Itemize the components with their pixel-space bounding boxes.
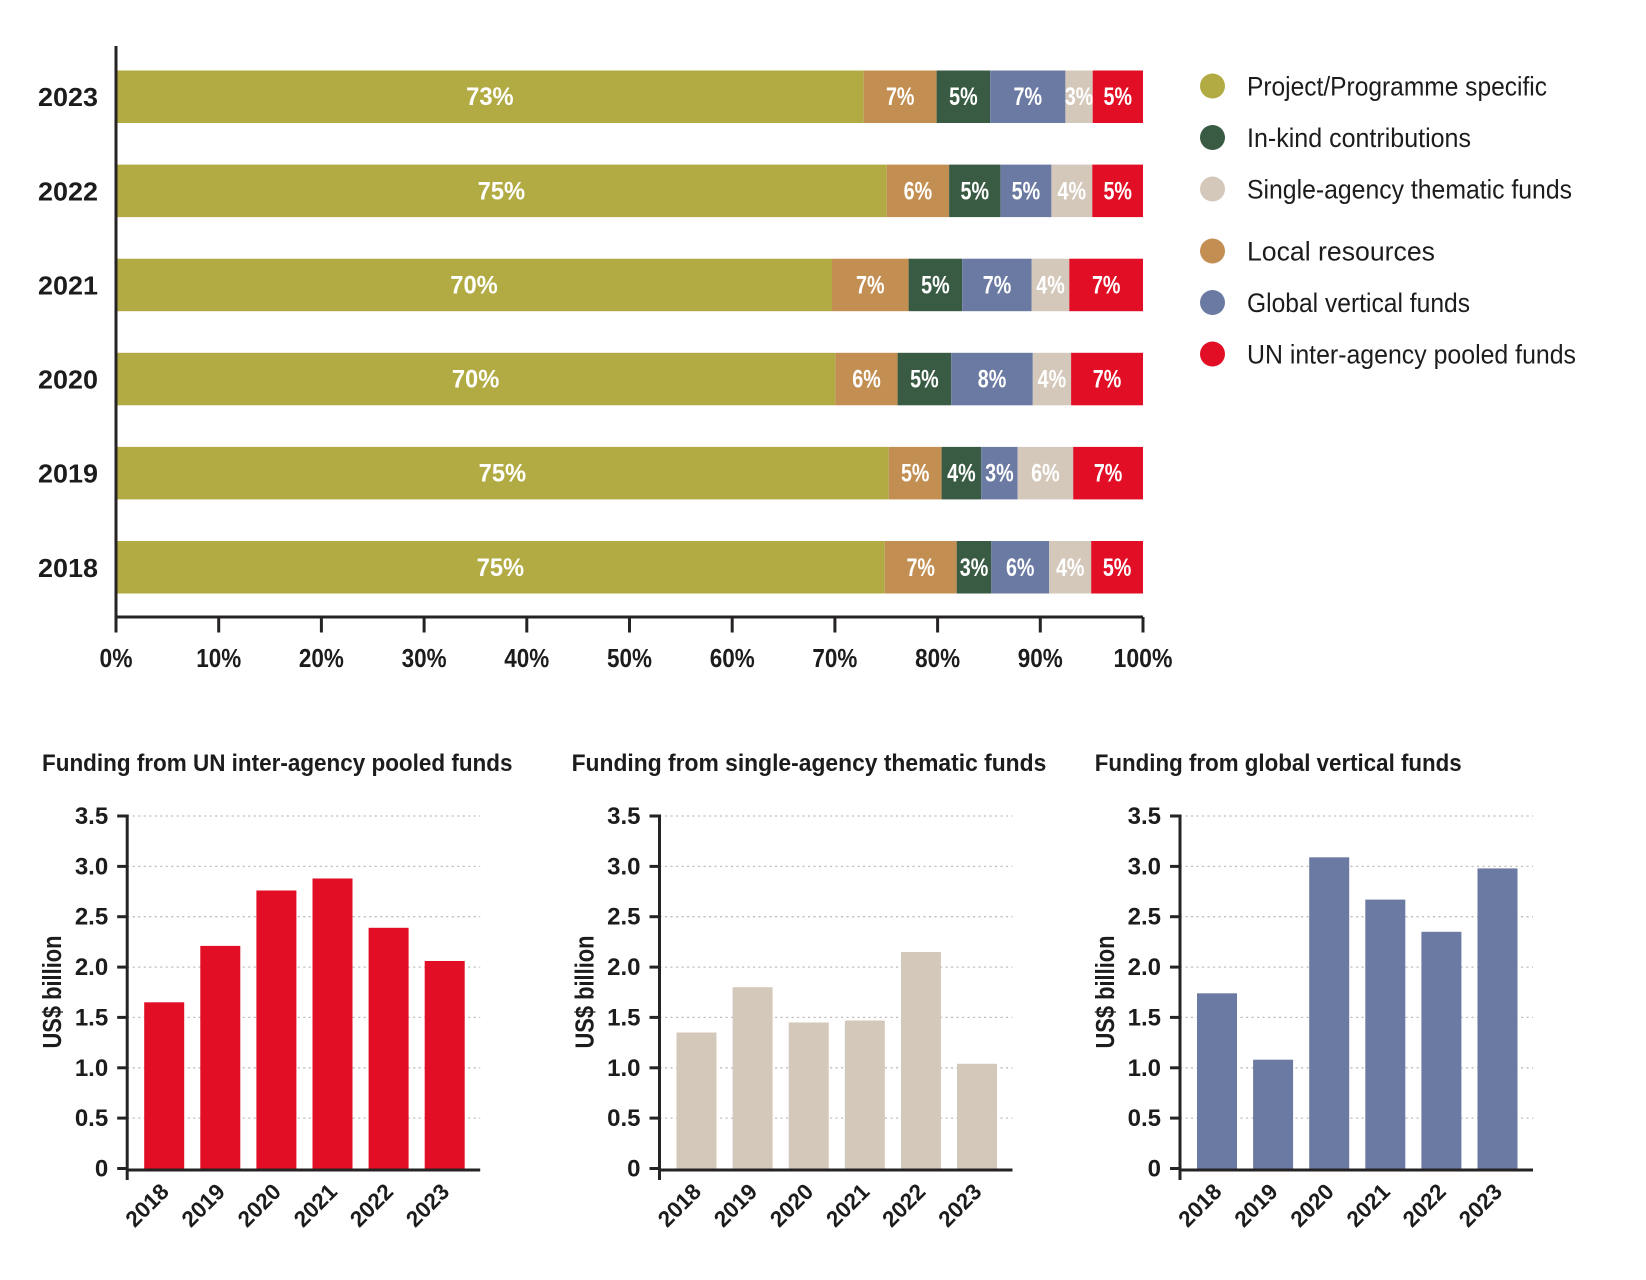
svg-text:70%: 70% <box>812 645 857 673</box>
svg-text:7%: 7% <box>1092 271 1121 299</box>
svg-text:2022: 2022 <box>38 176 98 206</box>
svg-text:7%: 7% <box>1014 83 1043 111</box>
svg-text:2021: 2021 <box>38 270 98 300</box>
svg-text:0: 0 <box>627 1156 640 1183</box>
svg-text:3.0: 3.0 <box>75 853 108 880</box>
svg-text:6%: 6% <box>1006 554 1035 582</box>
svg-text:3.5: 3.5 <box>607 803 640 830</box>
svg-text:6%: 6% <box>852 366 881 394</box>
svg-text:75%: 75% <box>478 177 526 205</box>
svg-text:2.0: 2.0 <box>607 954 640 981</box>
svg-text:7%: 7% <box>856 271 885 299</box>
svg-text:73%: 73% <box>466 83 514 111</box>
svg-text:1.5: 1.5 <box>607 1004 640 1031</box>
svg-text:40%: 40% <box>504 645 549 673</box>
svg-text:4%: 4% <box>1038 366 1067 394</box>
svg-text:US$ billion: US$ billion <box>39 936 67 1049</box>
svg-text:0.5: 0.5 <box>1128 1105 1161 1132</box>
svg-text:20%: 20% <box>299 645 344 673</box>
svg-text:0.5: 0.5 <box>607 1105 640 1132</box>
svg-text:3.0: 3.0 <box>1128 853 1161 880</box>
svg-text:70%: 70% <box>452 366 500 394</box>
svg-text:60%: 60% <box>710 645 755 673</box>
svg-text:7%: 7% <box>906 554 935 582</box>
svg-text:8%: 8% <box>978 366 1007 394</box>
svg-text:1.0: 1.0 <box>75 1055 108 1082</box>
svg-text:4%: 4% <box>947 460 976 488</box>
svg-text:90%: 90% <box>1018 645 1063 673</box>
svg-text:2.5: 2.5 <box>1128 904 1161 931</box>
svg-text:5%: 5% <box>910 366 939 394</box>
svg-text:Project/Programme specific: Project/Programme specific <box>1247 72 1547 102</box>
svg-text:Funding from single-agency the: Funding from single-agency thematic fund… <box>572 750 1047 777</box>
svg-text:4%: 4% <box>1056 554 1085 582</box>
svg-text:75%: 75% <box>479 460 527 488</box>
svg-text:1.5: 1.5 <box>1128 1004 1161 1031</box>
svg-text:6%: 6% <box>1031 460 1060 488</box>
svg-text:1.0: 1.0 <box>607 1055 640 1082</box>
svg-text:2018: 2018 <box>38 553 98 583</box>
svg-text:70%: 70% <box>450 271 498 299</box>
svg-text:3.5: 3.5 <box>75 803 108 830</box>
svg-text:10%: 10% <box>196 645 241 673</box>
svg-text:2.0: 2.0 <box>1128 954 1161 981</box>
svg-text:Funding from global vertical f: Funding from global vertical funds <box>1095 750 1462 777</box>
svg-text:5%: 5% <box>949 83 978 111</box>
svg-text:5%: 5% <box>921 271 950 299</box>
svg-text:US$ billion: US$ billion <box>572 936 600 1049</box>
svg-text:0: 0 <box>1148 1156 1161 1183</box>
svg-text:100%: 100% <box>1114 645 1173 673</box>
svg-text:2.5: 2.5 <box>607 904 640 931</box>
svg-text:3%: 3% <box>960 554 989 582</box>
svg-text:4%: 4% <box>1058 177 1087 205</box>
svg-text:30%: 30% <box>402 645 447 673</box>
svg-text:7%: 7% <box>983 271 1012 299</box>
svg-text:75%: 75% <box>477 554 525 582</box>
svg-text:0%: 0% <box>100 645 133 673</box>
svg-text:3%: 3% <box>1065 83 1094 111</box>
svg-text:3.5: 3.5 <box>1128 803 1161 830</box>
svg-text:5%: 5% <box>961 177 990 205</box>
svg-text:Funding from UN inter-agency p: Funding from UN inter-agency pooled fund… <box>42 750 513 777</box>
svg-text:2.0: 2.0 <box>75 954 108 981</box>
svg-text:5%: 5% <box>1012 177 1041 205</box>
svg-text:5%: 5% <box>1103 554 1132 582</box>
svg-text:UN inter-agency pooled funds: UN inter-agency pooled funds <box>1247 340 1576 370</box>
svg-text:4%: 4% <box>1036 271 1065 299</box>
svg-text:1.5: 1.5 <box>75 1004 108 1031</box>
svg-text:0: 0 <box>95 1156 108 1183</box>
svg-text:US$ billion: US$ billion <box>1092 936 1120 1049</box>
svg-text:7%: 7% <box>1094 460 1123 488</box>
svg-text:2020: 2020 <box>38 365 98 395</box>
svg-text:3.0: 3.0 <box>607 853 640 880</box>
svg-text:3%: 3% <box>985 460 1014 488</box>
svg-text:7%: 7% <box>1093 366 1122 394</box>
svg-text:In-kind contributions: In-kind contributions <box>1247 123 1471 153</box>
svg-text:6%: 6% <box>904 177 933 205</box>
svg-text:5%: 5% <box>1104 83 1133 111</box>
svg-text:2023: 2023 <box>38 82 98 112</box>
svg-text:5%: 5% <box>901 460 930 488</box>
svg-text:50%: 50% <box>607 645 652 673</box>
svg-text:2.5: 2.5 <box>75 904 108 931</box>
svg-text:Local resources: Local resources <box>1247 237 1435 267</box>
svg-text:1.0: 1.0 <box>1128 1055 1161 1082</box>
svg-text:5%: 5% <box>1103 177 1132 205</box>
svg-text:Global vertical funds: Global vertical funds <box>1247 288 1470 318</box>
svg-text:Single-agency thematic funds: Single-agency thematic funds <box>1247 175 1572 205</box>
svg-text:0.5: 0.5 <box>75 1105 108 1132</box>
svg-text:80%: 80% <box>915 645 960 673</box>
svg-text:2019: 2019 <box>38 459 98 489</box>
svg-text:7%: 7% <box>886 83 915 111</box>
